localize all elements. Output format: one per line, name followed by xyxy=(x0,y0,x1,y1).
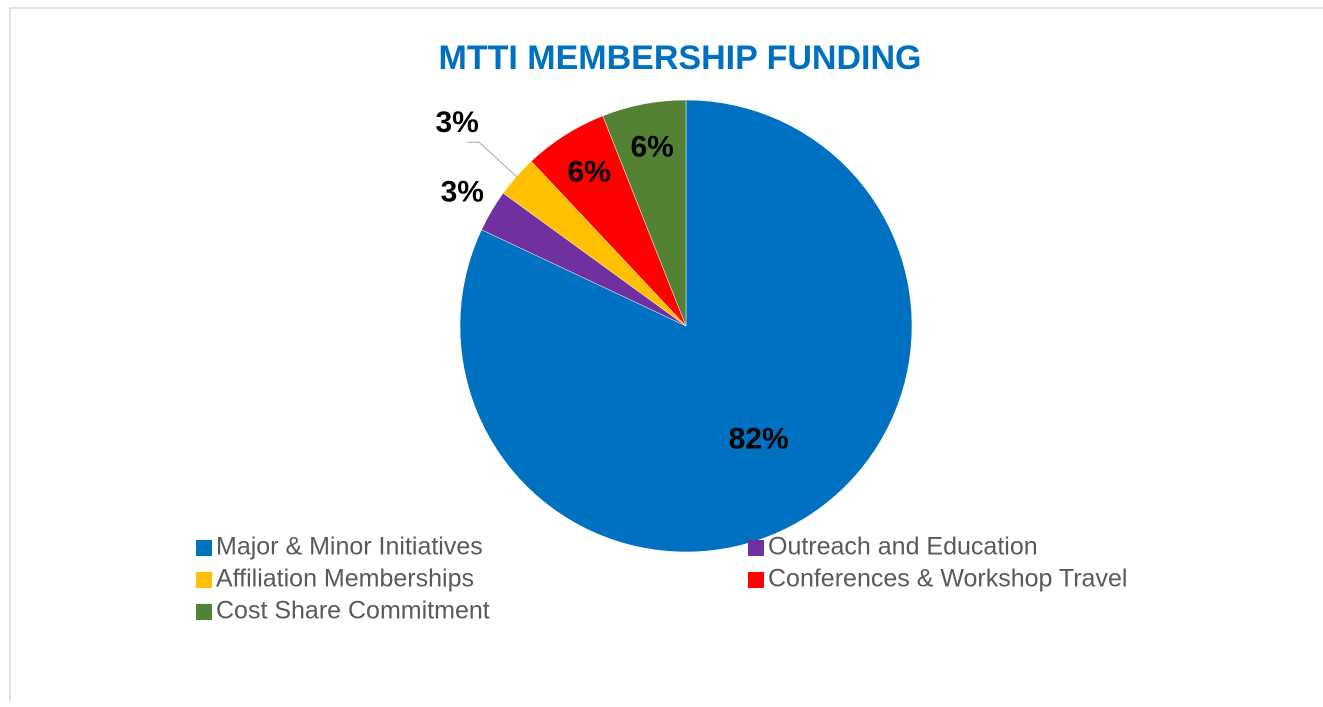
chart-title: MTTI MEMBERSHIP FUNDING xyxy=(439,39,922,77)
data-label: 6% xyxy=(567,155,610,188)
legend-swatch xyxy=(196,540,212,556)
legend-swatch xyxy=(196,572,212,588)
data-label: 3% xyxy=(441,176,484,209)
legend-swatch xyxy=(196,604,212,620)
legend-label: Affiliation Memberships xyxy=(216,565,474,593)
pie-slice xyxy=(602,99,687,327)
legend-label: Outreach and Education xyxy=(768,533,1038,561)
legend-label: Cost Share Commitment xyxy=(216,597,490,625)
data-label: 82% xyxy=(729,422,789,455)
legend-label: Conferences & Workshop Travel xyxy=(768,565,1127,593)
pie-slice xyxy=(459,99,913,553)
data-label: 3% xyxy=(435,106,478,139)
legend-swatch xyxy=(748,540,764,556)
legend-label: Major & Minor Initiatives xyxy=(216,533,483,561)
chart-border xyxy=(9,7,1323,707)
data-label: 6% xyxy=(630,130,673,163)
leader-line xyxy=(467,141,517,177)
legend-swatch xyxy=(748,572,764,588)
